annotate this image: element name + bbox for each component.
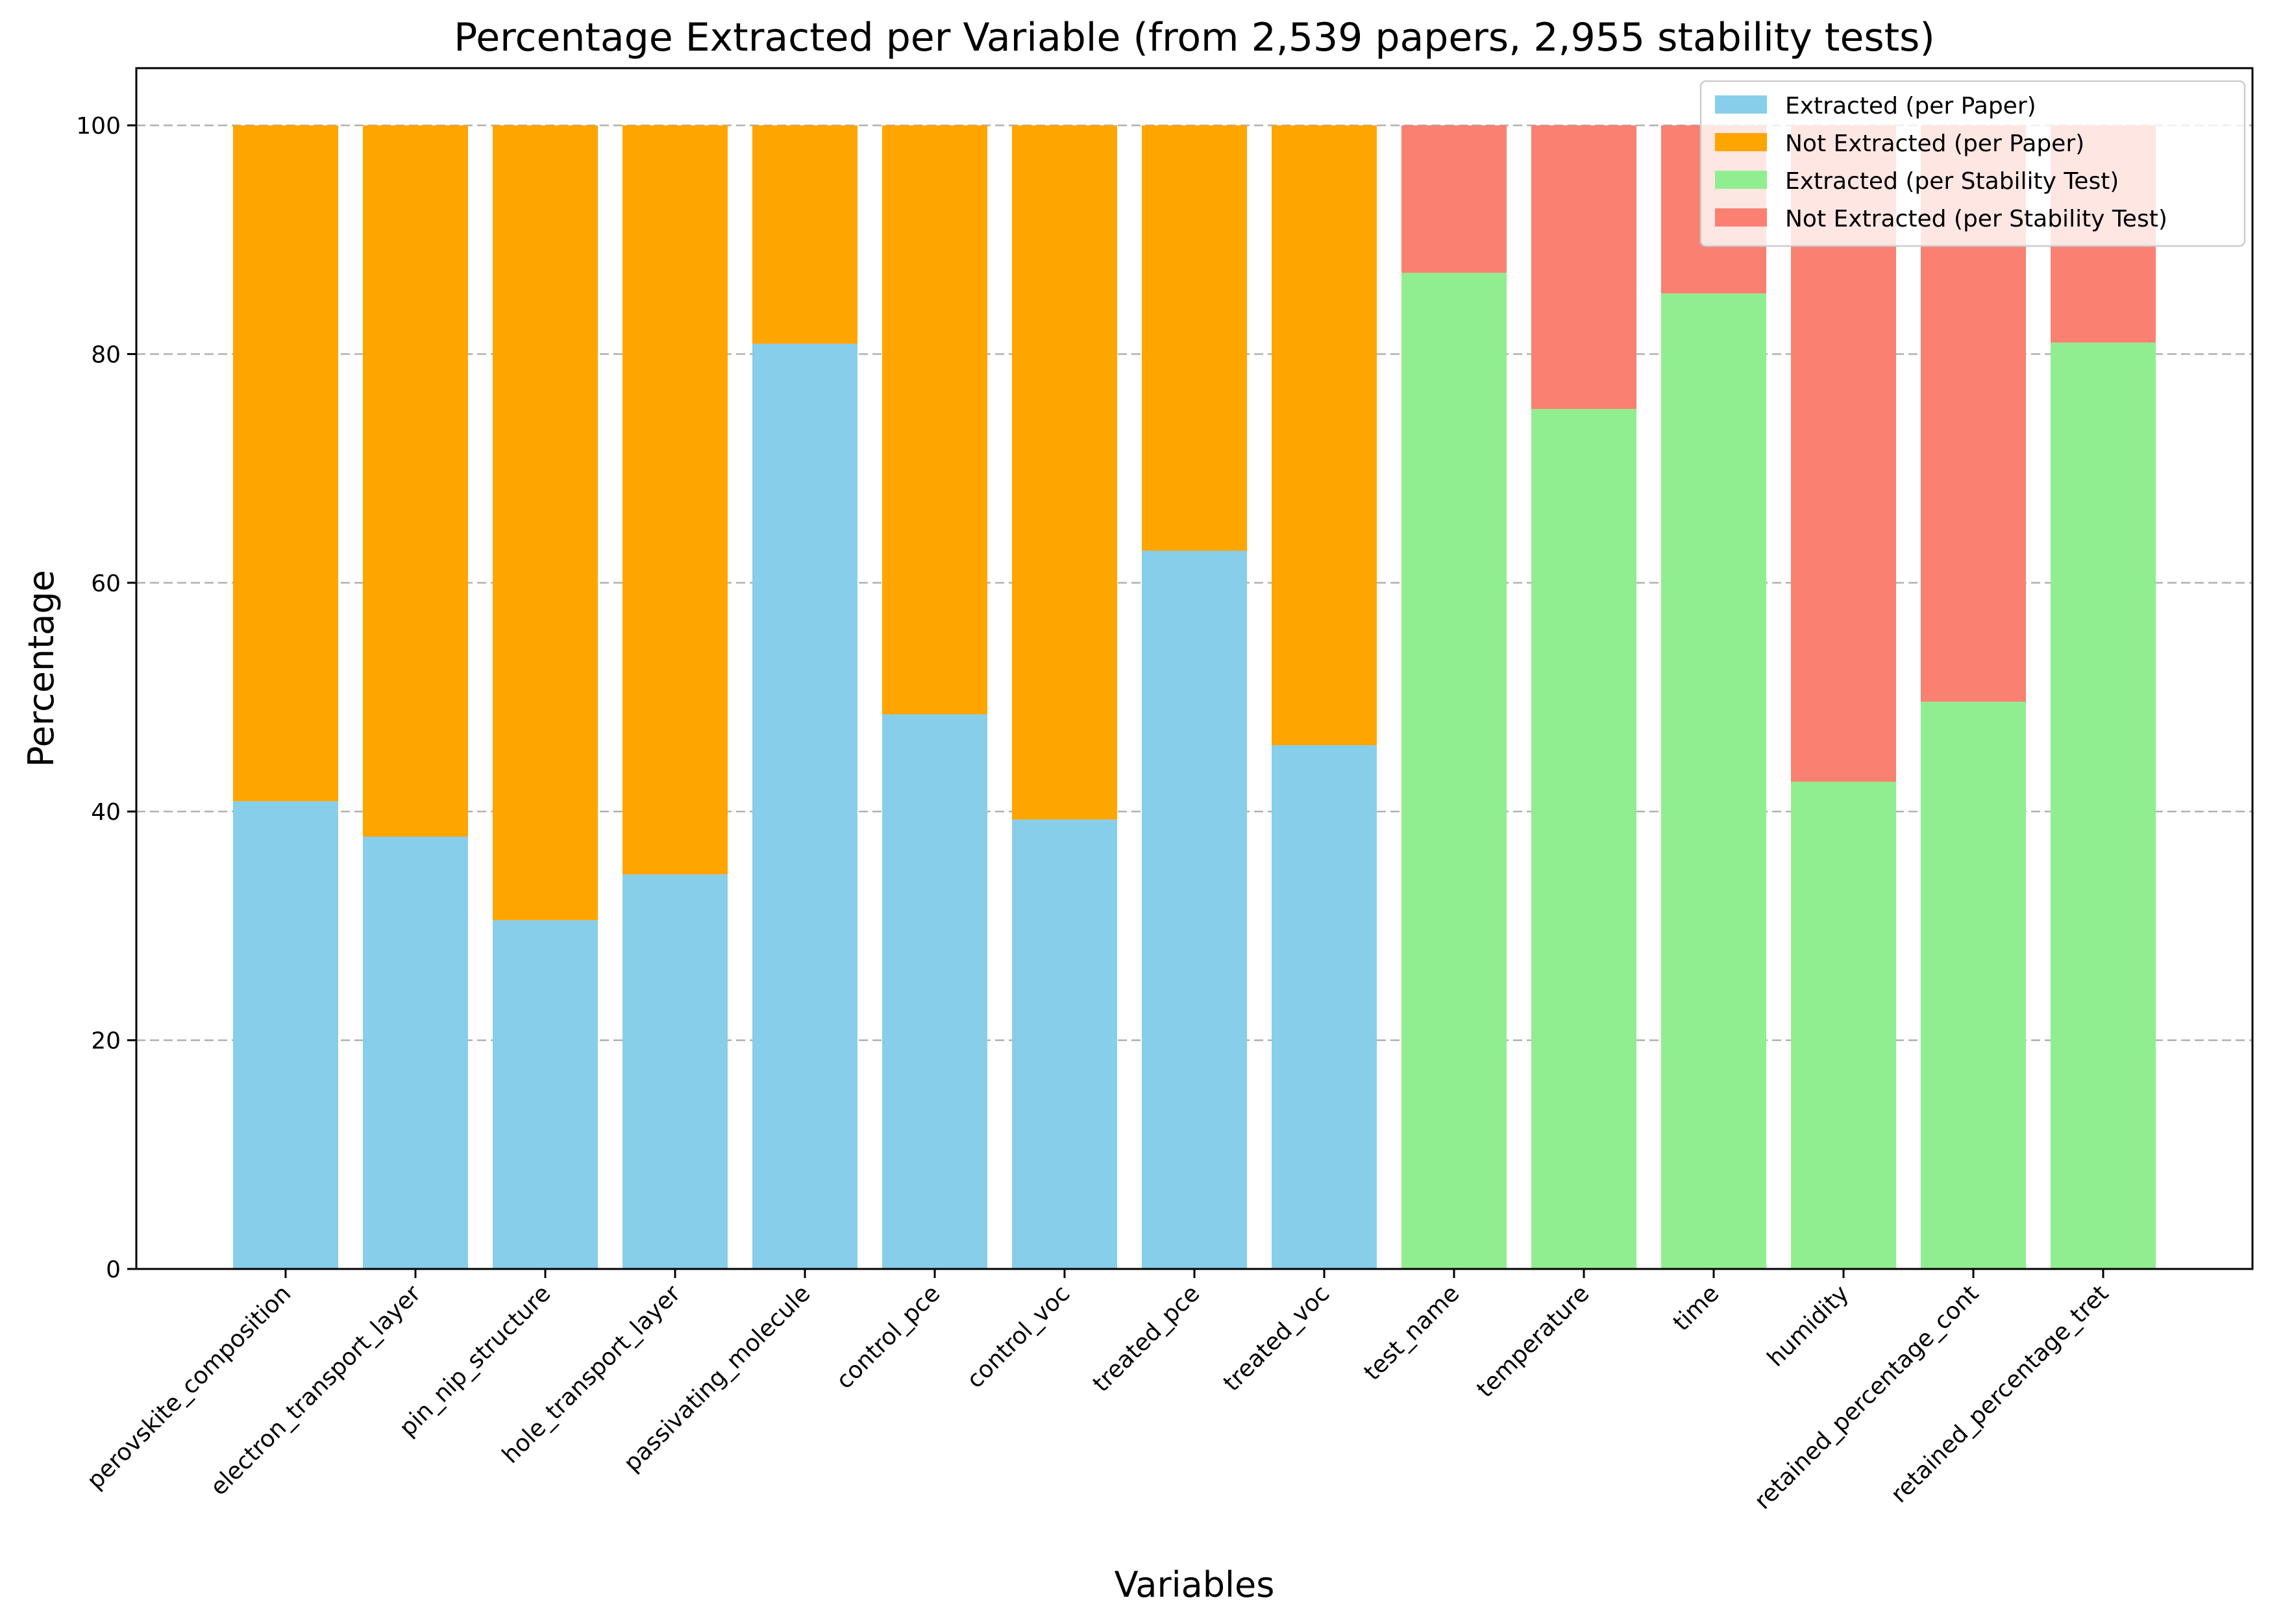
bar-extracted-electron_transport_layer — [363, 837, 468, 1269]
bar-not-extracted-hole_transport_layer — [623, 125, 728, 875]
y-axis: 0 20 40 60 80 100 — [76, 113, 136, 1283]
y-tick-label-40: 40 — [91, 799, 121, 826]
y-tick-label-0: 0 — [106, 1257, 121, 1283]
x-tick-label-control_voc: control_voc — [962, 1280, 1076, 1394]
bar-extracted-pin_nip_structure — [493, 920, 598, 1269]
x-tick-label-test_name: test_name — [1359, 1280, 1465, 1386]
bar-not-extracted-treated_voc — [1272, 125, 1377, 746]
legend-swatch-2 — [1715, 171, 1767, 189]
y-axis-label: Percentage — [21, 570, 62, 767]
legend-box — [1699, 80, 2246, 247]
x-tick-label-time: time — [1668, 1280, 1725, 1336]
x-tick-label-perovskite_composition: perovskite_composition — [82, 1280, 296, 1494]
bar-not-extracted-perovskite_composition — [233, 125, 338, 802]
y-tick-label-80: 80 — [91, 341, 121, 368]
bar-extracted-retained_percentage_tret — [2051, 342, 2156, 1269]
legend-label-1: Not Extracted (per Paper) — [1785, 130, 2084, 157]
x-tick-label-electron_transport_layer: electron_transport_layer — [205, 1280, 426, 1501]
bar-extracted-test_name — [1401, 273, 1507, 1269]
legend-label-0: Extracted (per Paper) — [1785, 93, 2036, 119]
bar-not-extracted-passivating_molecule — [752, 125, 857, 344]
x-axis-label: Variables — [1115, 1564, 1275, 1605]
x-axis: perovskite_compositionelectron_transport… — [82, 1269, 2114, 1515]
y-tick-label-100: 100 — [76, 113, 121, 140]
x-tick-label-humidity: humidity — [1762, 1280, 1854, 1372]
x-tick-label-retained_percentage_cont: retained_percentage_cont — [1749, 1280, 1984, 1514]
bar-extracted-time — [1661, 293, 1766, 1270]
x-tick-label-control_pce: control_pce — [832, 1280, 946, 1394]
bar-not-extracted-temperature — [1531, 125, 1636, 410]
bar-not-extracted-control_voc — [1012, 125, 1117, 820]
y-tick-label-20: 20 — [91, 1028, 121, 1055]
bar-extracted-hole_transport_layer — [623, 874, 728, 1269]
legend-swatch-0 — [1715, 95, 1767, 114]
bar-not-extracted-control_pce — [882, 125, 987, 715]
bar-extracted-retained_percentage_cont — [1921, 702, 2026, 1269]
legend-label-2: Extracted (per Stability Test) — [1785, 168, 2119, 195]
x-tick-label-temperature: temperature — [1472, 1280, 1594, 1403]
bar-extracted-humidity — [1791, 781, 1896, 1269]
x-tick-label-retained_percentage_tret: retained_percentage_tret — [1886, 1280, 2114, 1508]
bar-extracted-treated_pce — [1142, 550, 1247, 1269]
y-tick-label-60: 60 — [91, 571, 121, 597]
legend-swatch-1 — [1715, 133, 1767, 151]
bar-extracted-temperature — [1531, 409, 1636, 1269]
x-tick-label-treated_pce: treated_pce — [1088, 1280, 1205, 1397]
legend: Extracted (per Paper) Not Extracted (per … — [1699, 80, 2246, 247]
bar-not-extracted-test_name — [1401, 125, 1507, 273]
bars — [233, 125, 2156, 1270]
chart-title: Percentage Extracted per Variable (from … — [454, 15, 1935, 60]
bar-extracted-control_pce — [882, 714, 987, 1269]
bar-extracted-control_voc — [1012, 819, 1117, 1269]
bar-extracted-treated_voc — [1272, 745, 1377, 1269]
bar-not-extracted-pin_nip_structure — [493, 125, 598, 920]
legend-swatch-3 — [1715, 208, 1767, 227]
x-tick-label-treated_voc: treated_voc — [1218, 1280, 1335, 1396]
bar-extracted-perovskite_composition — [233, 801, 338, 1269]
legend-label-3: Not Extracted (per Stability Test) — [1785, 206, 2167, 232]
bar-not-extracted-electron_transport_layer — [363, 125, 468, 837]
bar-not-extracted-treated_pce — [1142, 125, 1247, 551]
bar-extracted-passivating_molecule — [752, 343, 857, 1269]
